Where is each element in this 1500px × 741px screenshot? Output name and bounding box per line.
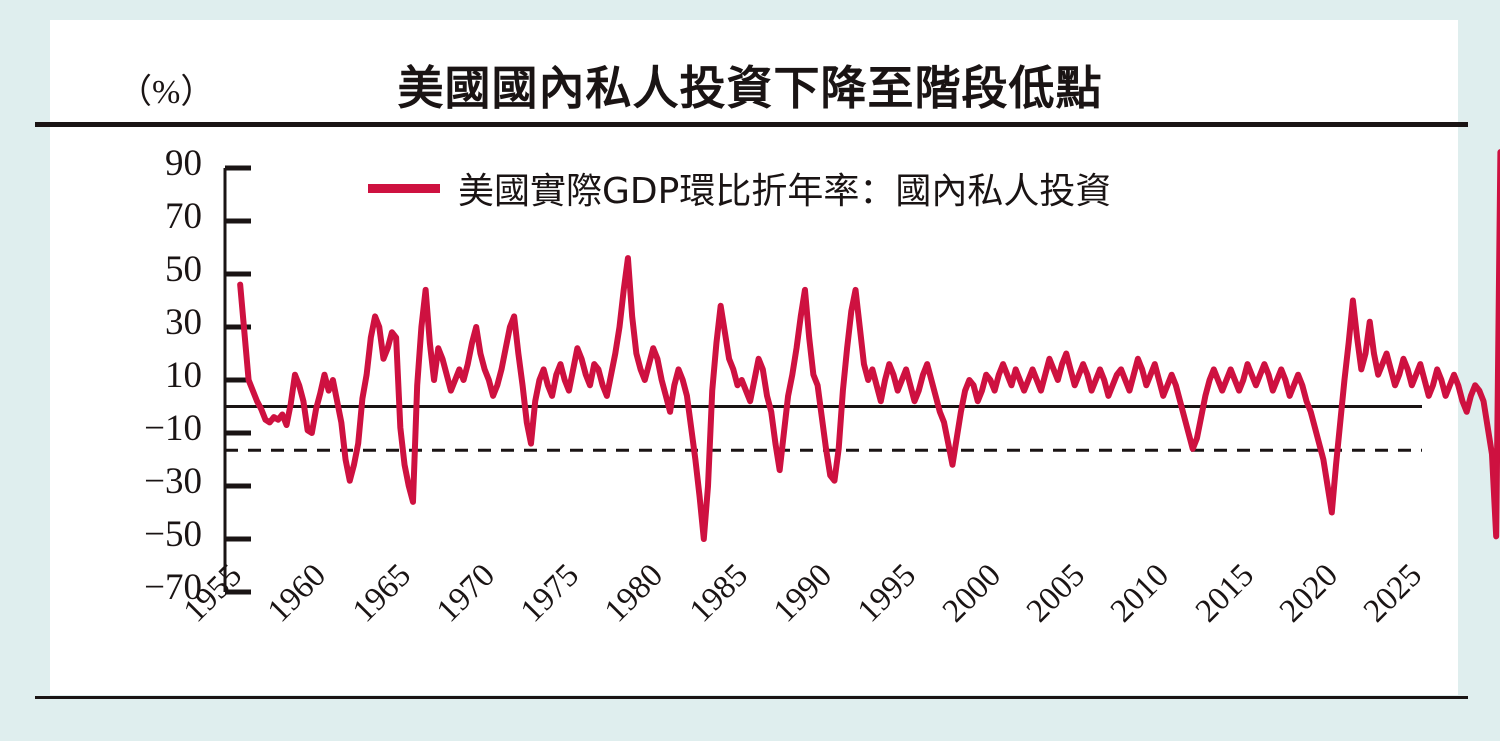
y-axis-tick-label: −10 — [144, 408, 202, 449]
y-axis-tick-label: −50 — [144, 514, 202, 555]
y-axis-tick-label: −30 — [144, 461, 202, 502]
page-title: 美國國內私人投資下降至階段低點 — [397, 61, 1103, 115]
footer-divider-rule — [35, 696, 1468, 699]
legend-series-label: 美國實際GDP環比折年率：國內私人投資 — [458, 171, 1112, 212]
legend-color-swatch — [368, 183, 440, 193]
y-axis-unit-label: （%） — [118, 74, 215, 111]
header-divider-rule — [35, 122, 1468, 127]
y-axis-tick-label: −70 — [144, 567, 202, 608]
y-axis-tick-label: 70 — [165, 196, 202, 237]
y-axis-tick-label: 50 — [165, 249, 202, 290]
y-axis-tick-label: 10 — [165, 355, 202, 396]
y-axis-tick-label: 30 — [165, 302, 202, 343]
y-axis-tick-label: 90 — [165, 143, 202, 184]
chart-legend: 美國實際GDP環比折年率：國內私人投資 — [368, 162, 1111, 214]
